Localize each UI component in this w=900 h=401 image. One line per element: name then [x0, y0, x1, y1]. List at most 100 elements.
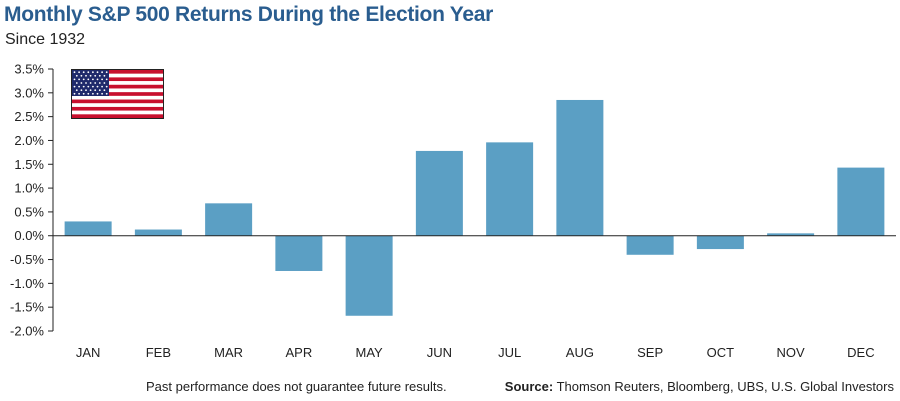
- flag-star: [92, 71, 94, 74]
- flag-star: [78, 71, 80, 74]
- flag-star: [78, 78, 80, 81]
- flag-star: [105, 71, 108, 74]
- flag-star: [103, 82, 106, 84]
- flag-star: [96, 92, 99, 95]
- flag-star: [92, 85, 94, 88]
- bar-aug: [556, 99, 604, 236]
- flag-star: [75, 82, 78, 84]
- flag-star: [101, 78, 103, 81]
- flag-star: [94, 74, 97, 77]
- x-tick-label: SEP: [637, 345, 663, 360]
- flag-star: [85, 74, 87, 77]
- flag-stripe: [72, 84, 163, 89]
- flag-stripe: [72, 106, 163, 111]
- chart-title: Monthly S&P 500 Returns During the Elect…: [4, 3, 493, 26]
- flag-stripe: [72, 99, 163, 104]
- flag-stripe: [72, 73, 163, 78]
- source-text: Thomson Reuters, Bloomberg, UBS, U.S. Gl…: [553, 379, 894, 394]
- y-tick-label: 2.0%: [14, 133, 44, 148]
- disclaimer-note: Past performance does not guarantee futu…: [146, 379, 447, 394]
- y-tick-label: 2.5%: [14, 109, 44, 124]
- y-tick-label: -0.5%: [10, 252, 44, 267]
- flag-star: [98, 89, 101, 92]
- flag-star: [105, 92, 108, 95]
- flag-star: [87, 92, 90, 95]
- bar-jul: [486, 142, 534, 236]
- flag-stripe: [72, 81, 163, 85]
- bar-apr: [275, 235, 323, 271]
- x-tick-label: JUN: [427, 345, 452, 360]
- flag-star: [101, 85, 103, 88]
- x-tick-label: NOV: [777, 345, 806, 360]
- flag-star: [80, 89, 83, 92]
- flag-star: [80, 74, 83, 77]
- us-flag-graphic: [72, 70, 163, 118]
- flag-stripe: [72, 77, 163, 82]
- flag-star: [105, 85, 108, 88]
- bar-feb: [134, 229, 182, 236]
- source-label: Source:: [504, 379, 554, 394]
- flag-star: [73, 85, 76, 88]
- bar-may: [345, 235, 393, 316]
- flag-stripe: [72, 103, 163, 108]
- x-tick-label: FEB: [146, 345, 171, 360]
- flag-star: [96, 78, 99, 81]
- x-tick-label: JAN: [76, 345, 101, 360]
- flag-star: [94, 82, 97, 84]
- bar-sep: [626, 235, 674, 255]
- flag-stripe: [72, 114, 163, 118]
- flag-star: [98, 74, 101, 77]
- flag-star: [82, 85, 85, 88]
- y-tick-label: -1.0%: [10, 276, 44, 291]
- flag-star: [103, 74, 106, 77]
- flag-star: [89, 82, 92, 84]
- us-flag-icon: [71, 69, 164, 119]
- flag-star: [73, 78, 76, 81]
- x-tick-label: AUG: [566, 345, 594, 360]
- bar-jun: [415, 150, 463, 236]
- flag-star: [92, 78, 94, 81]
- flag-star: [103, 89, 106, 92]
- bar-oct: [696, 235, 744, 250]
- y-tick-label: 0.5%: [14, 204, 44, 219]
- flag-stripe: [72, 88, 163, 93]
- flag-star: [96, 71, 99, 74]
- y-tick-label: 3.5%: [14, 62, 44, 77]
- y-tick-label: -1.5%: [10, 300, 44, 315]
- y-tick-label: 1.5%: [14, 157, 44, 172]
- x-tick-label: DEC: [847, 345, 874, 360]
- bar-jan: [64, 221, 112, 236]
- flag-star: [78, 92, 80, 95]
- flag-star: [92, 92, 94, 95]
- x-tick-label: JUL: [498, 345, 521, 360]
- flag-star: [96, 85, 99, 88]
- flag-star: [82, 92, 85, 95]
- x-tick-label: APR: [286, 345, 313, 360]
- y-tick-label: 1.0%: [14, 181, 44, 196]
- source-note: Source: Thomson Reuters, Bloomberg, UBS,…: [505, 379, 894, 394]
- bar-nov: [767, 233, 815, 236]
- flag-star: [87, 78, 90, 81]
- bar-dec: [837, 167, 885, 236]
- flag-stripe: [72, 92, 163, 97]
- y-tick-label: 0.0%: [14, 228, 44, 243]
- flag-star: [98, 82, 101, 84]
- chart-subtitle: Since 1932: [5, 31, 86, 48]
- flag-star: [73, 92, 76, 95]
- flag-star: [105, 78, 108, 81]
- x-tick-label: MAY: [356, 345, 384, 360]
- flag-star: [82, 78, 85, 81]
- flag-star: [80, 82, 83, 84]
- flag-star: [89, 89, 92, 92]
- flag-stripe: [72, 110, 163, 115]
- flag-star: [85, 89, 87, 92]
- flag-star: [101, 71, 103, 74]
- y-tick-label: -2.0%: [10, 324, 44, 339]
- y-tick-label: 3.0%: [14, 85, 44, 100]
- bar-mar: [205, 203, 253, 236]
- flag-star: [82, 71, 85, 74]
- flag-star: [75, 89, 78, 92]
- flag-stripe: [72, 95, 163, 100]
- x-tick-label: OCT: [707, 345, 735, 360]
